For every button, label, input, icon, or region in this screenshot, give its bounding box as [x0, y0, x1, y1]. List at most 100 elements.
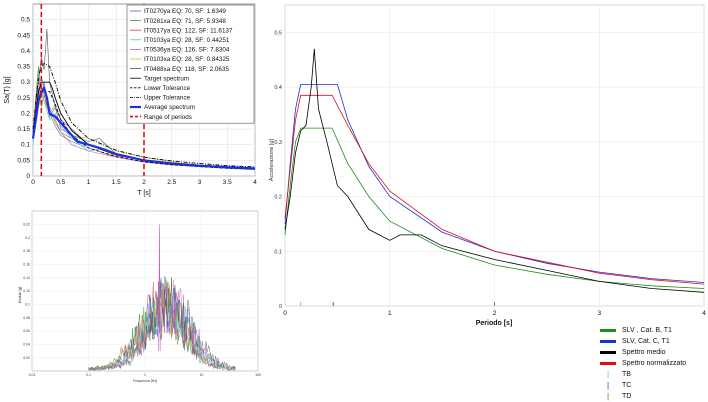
bl-y-tick-label: 0.2 [25, 236, 30, 240]
tl-series-group [31, 4, 256, 176]
r-legend-item: Spettro normalizzato [600, 358, 706, 369]
r-legend-label: TC [622, 382, 632, 389]
r-series-medio [284, 48, 705, 293]
r-x-tick-label: 2 [493, 310, 497, 317]
bl-series-0 [88, 280, 236, 371]
tl-x-tick-label: 2.5 [167, 179, 176, 186]
bl-y-tick-label: 0.04 [23, 343, 30, 347]
tl-legend-label: IT0103xa EQ: 28, SF: 0.84325 [144, 56, 230, 63]
r-legend-swatch [600, 351, 616, 354]
tl-y-tick-label: 0.45 [17, 32, 30, 39]
r-x-tick-label: 4 [702, 310, 706, 317]
tl-x-tick-label: 3 [198, 179, 202, 186]
tl-legend-label: Target spectrum [144, 75, 189, 82]
tl-legend-box [126, 4, 255, 124]
tl-legend-label: IT0517ya EQ: 122, SF: 11.6137 [144, 27, 233, 34]
r-legend-swatch [600, 362, 616, 365]
r-series-normalizzato [284, 94, 705, 285]
r-series-catC [284, 84, 705, 283]
tl-y-tick-label: 0.05 [17, 157, 30, 164]
bl-y-tick-label: 0.02 [23, 356, 30, 360]
bl-peak [158, 224, 161, 352]
bl-x-tick-label: 0.01 [29, 373, 36, 377]
r-y-tick-label: 0.5 [274, 30, 282, 36]
r-legend-label: Spettro medio [622, 349, 666, 356]
bl-y-tick-label: 0.08 [23, 316, 30, 320]
r-x-axis-label: Periodo [s] [476, 320, 513, 327]
r-legend-swatch [600, 340, 616, 343]
r-legend-swatch: | [606, 392, 610, 401]
r-y-tick-label: 0 [279, 304, 282, 310]
r-y-tick-label: 0.4 [274, 85, 282, 91]
bl-y-tick-label: 0.14 [23, 276, 30, 280]
tl-series-upper [32, 62, 256, 168]
r-tick-labels: 0 1 2 3 4 0 0.1 0.2 0.3 0.4 0.5 [274, 30, 706, 317]
bl-x-tick-label: 1 [144, 373, 146, 377]
bl-y-tick-label: 0.22 [23, 223, 30, 227]
bl-series-2 [88, 276, 236, 371]
r-y-axis-label: Accelerazione [g] [269, 138, 275, 181]
tl-tick-labels: 0 0.5 1 1.5 2 2.5 3 3.5 4 0 0.05 0.1 0.15 0.2 0.25 0.3 0… [17, 17, 257, 186]
tl-y-tick-label: 0.1 [21, 142, 30, 149]
bl-y-tick-label: 0.16 [23, 263, 30, 267]
r-legend-item: | TD [600, 391, 706, 402]
r-legend-label: TB [622, 371, 631, 378]
bl-series-group [88, 224, 236, 372]
r-legend-label: Spettro normalizzato [622, 360, 687, 367]
r-legend-swatch: | [606, 381, 610, 390]
tl-legend-label: Average spectrum [144, 104, 195, 111]
design-spectra-chart: 0 1 2 3 4 0 0.1 0.2 0.3 0.4 0.5 Periodo [s] Accele… [269, 4, 706, 327]
r-legend: SLV , Cat. B, T1 SLV, Cat. C, T1 Spettro m… [600, 325, 706, 402]
tl-x-axis-label: T [s] [137, 190, 151, 197]
r-legend-label: SLV, Cat. C, T1 [622, 338, 670, 345]
bl-x-tick-label: 10 [200, 373, 204, 377]
r-legend-swatch [600, 329, 616, 332]
bl-x-tick-label: 100 [255, 373, 261, 377]
r-series-group [284, 48, 705, 306]
tl-legend-label: Lower Tolerance [144, 85, 191, 92]
bl-y-tick-label: 0.12 [23, 289, 30, 293]
tl-x-tick-label: 0 [31, 179, 35, 186]
response-spectra-chart: 0 0.5 1 1.5 2 2.5 3 3.5 4 0 0.05 0.1 0.15 0.2 0.25 0.3 0… [4, 3, 257, 197]
tl-legend-label: IT0536ya EQ: 126, SF: 7.8304 [144, 47, 230, 54]
r-legend-label: SLV , Cat. B, T1 [622, 327, 672, 334]
r-y-tick-label: 0.1 [274, 249, 282, 255]
bl-tick-labels: 0.01 0.1 1 10 100 0.02 0.04 0.06 0.08 0.1 0.12 0.14… [23, 223, 261, 377]
bl-series-6 [88, 277, 236, 372]
tl-y-axis-label: Sa(T) [g] [4, 76, 11, 103]
r-series-catB [284, 127, 705, 289]
tl-x-tick-label: 2 [142, 179, 146, 186]
bl-y-tick-label: 0.06 [23, 329, 30, 333]
tl-legend-label: Upper Tolerance [144, 95, 191, 102]
r-legend-item: | TC [600, 380, 706, 391]
tl-legend-label: IT0103ya EQ: 28, SF: 0.44251 [144, 37, 230, 44]
r-legend-item: Spettro medio [600, 347, 706, 358]
r-x-tick-label: 1 [388, 310, 392, 317]
tl-legend-label: Range of periods [144, 114, 192, 121]
tl-legend-label: IT0281xa EQ: 71, SF: 5.9348 [144, 18, 226, 25]
r-legend-swatch: | [606, 370, 610, 379]
tl-y-tick-label: 0.35 [17, 64, 30, 71]
tl-y-tick-label: 0.25 [17, 95, 30, 102]
tl-x-tick-label: 4 [253, 179, 257, 186]
r-grid [284, 5, 705, 307]
tl-y-tick-label: 0.5 [21, 17, 30, 24]
tl-series-average [31, 86, 256, 170]
tl-legend-label: IT0488xa EQ: 118, SF: 2.0635 [144, 66, 229, 73]
r-legend-item: SLV , Cat. B, T1 [600, 325, 706, 336]
tl-x-tick-label: 1.5 [112, 179, 121, 186]
tl-y-tick-label: 0.3 [21, 79, 30, 86]
tl-y-tick-label: 0.15 [17, 126, 30, 133]
tl-y-tick-label: 0.2 [21, 110, 30, 117]
bl-y-tick-label: 0.1 [25, 303, 30, 307]
tl-x-tick-label: 1 [87, 179, 91, 186]
tl-y-tick-label: 0 [26, 173, 30, 180]
tl-legend: IT0270ya EQ: 70, SF: 1.6349 IT0281xa EQ: … [126, 4, 255, 124]
bl-y-tick-label: 0.18 [23, 249, 30, 253]
r-legend-item: | TB [600, 369, 706, 380]
bl-x-axis-label: Frequenza [Hz] [133, 379, 157, 383]
r-y-tick-label: 0.2 [274, 195, 282, 201]
r-y-tick-label: 0.3 [274, 140, 282, 146]
r-legend-label: TD [622, 393, 632, 400]
r-x-tick-label: 0 [283, 310, 287, 317]
